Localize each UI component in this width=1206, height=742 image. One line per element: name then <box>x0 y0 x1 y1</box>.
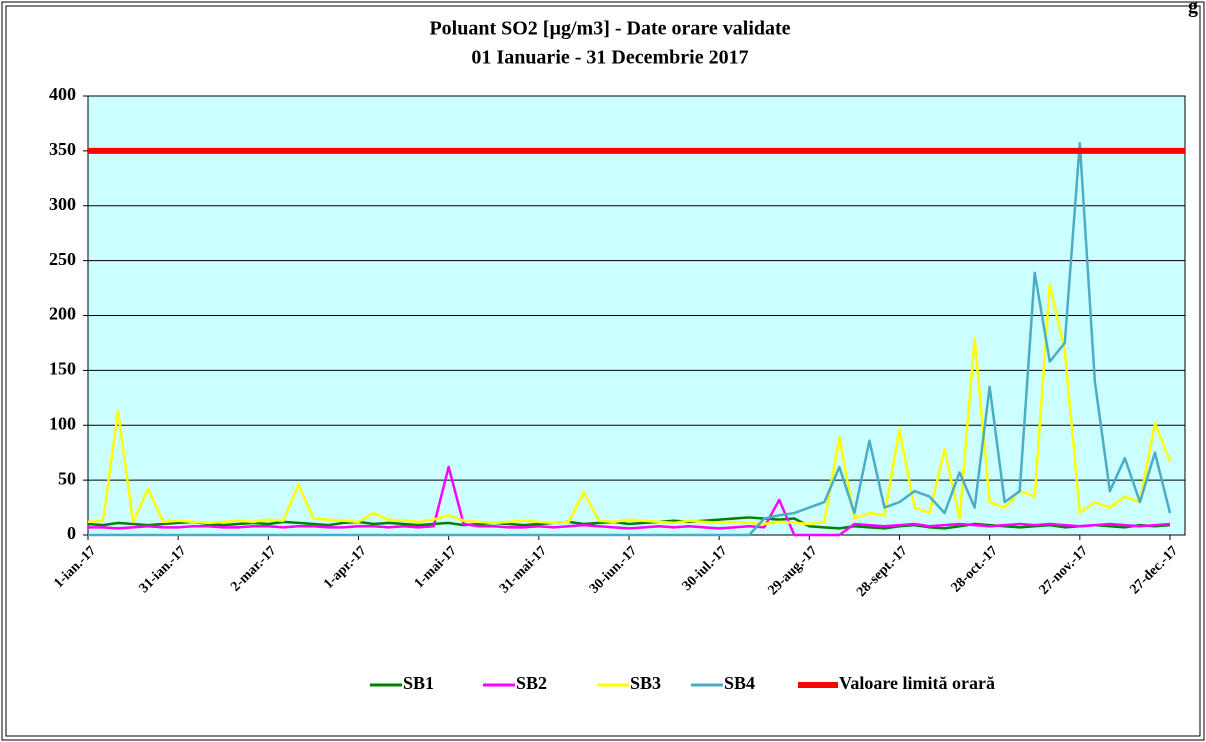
y-tick-label: 350 <box>49 139 76 159</box>
y-tick-label: 50 <box>58 468 76 488</box>
y-tick-label: 0 <box>67 523 76 543</box>
y-tick-label: 250 <box>49 249 76 269</box>
series-line <box>87 283 1172 526</box>
chart-subtitle: 01 Ianuarie - 31 Decembrie 2017 <box>471 47 748 69</box>
legend-label: SB1 <box>403 673 434 693</box>
y-tick-label: 300 <box>49 194 76 214</box>
series-line <box>88 141 1172 537</box>
y-tick-label: 200 <box>49 304 76 324</box>
legend-label: SB3 <box>630 673 661 693</box>
series-line <box>88 465 1171 537</box>
inner-frame <box>5 5 1201 737</box>
y-tick-label: 100 <box>49 413 76 433</box>
legend-label: SB4 <box>724 673 755 693</box>
chart-title: Poluant SO2 [µg/m3] - Date orare validat… <box>429 18 790 40</box>
y-tick-label: 150 <box>49 359 76 379</box>
legend-label: Valoare limită orară <box>839 673 995 693</box>
corner-text: g <box>1188 0 1198 18</box>
y-tick-label: 400 <box>49 84 76 104</box>
legend-label: SB2 <box>516 673 547 693</box>
